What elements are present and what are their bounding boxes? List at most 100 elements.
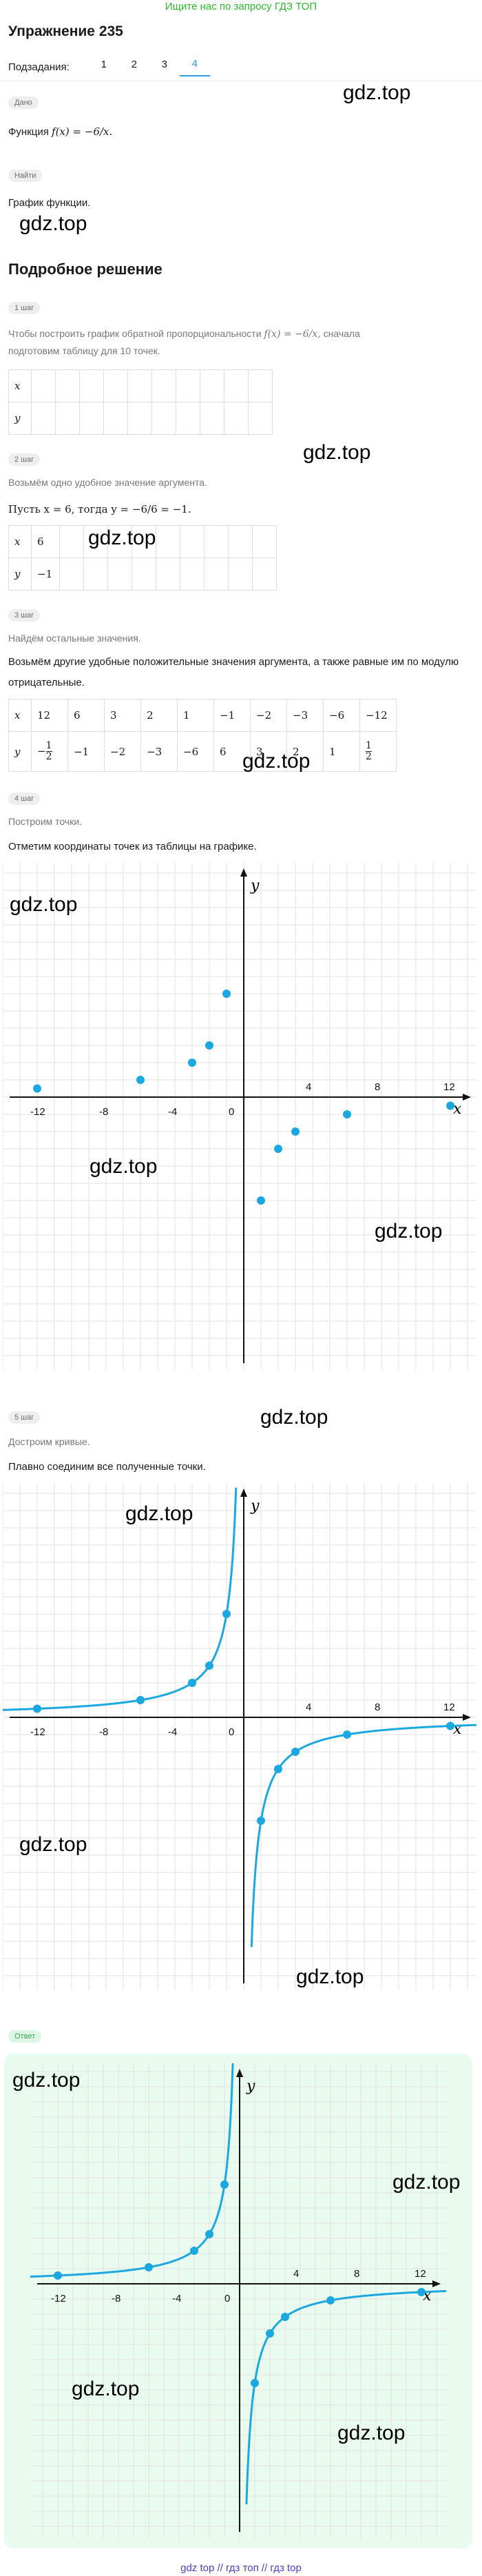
step3-x-cell: −3 <box>286 699 324 732</box>
plot-points-svg: x y -12 -8 -4 0 4 8 12 <box>2 863 476 1370</box>
data-point <box>136 1076 145 1084</box>
data-point <box>446 1721 454 1730</box>
step5-text: Плавно соединим все полученные точки. <box>8 1461 206 1473</box>
step3-x-cell: −1 <box>213 699 251 732</box>
data-point <box>274 1145 282 1153</box>
step1-desc-formula: f(x) = −6/x, <box>264 329 321 340</box>
data-point <box>417 2288 426 2296</box>
data-point <box>188 1679 196 1687</box>
watermark: gdz.top <box>72 2378 140 2400</box>
tick-label: 0 <box>224 2293 230 2304</box>
y-axis-arrow <box>240 1489 247 1497</box>
tick-label: 12 <box>443 1701 455 1713</box>
data-point <box>291 1748 300 1756</box>
find-badge: Найти <box>8 170 43 182</box>
table-header-x: x <box>8 369 32 402</box>
data-point <box>291 1127 300 1136</box>
data-point <box>205 1662 213 1670</box>
watermark: gdz.top <box>12 2069 81 2092</box>
step3-y-cell: −3 <box>140 731 178 772</box>
step3-x-cell: 3 <box>104 699 141 732</box>
data-point <box>145 2263 153 2271</box>
plot-points: x y -12 -8 -4 0 4 8 12 <box>2 863 476 1373</box>
step3-x-cell: −2 <box>250 699 287 732</box>
step1-desc-c: подготовим таблицу для 10 точек. <box>8 345 160 356</box>
subtask-tab-3[interactable]: 3 <box>161 59 167 70</box>
watermark: gdz.top <box>337 2422 406 2444</box>
watermark: gdz.top <box>296 1965 364 1988</box>
data-point <box>222 990 231 998</box>
plot-answer-svg: xy-12 -8 -4 04 8 12 <box>28 2063 452 2539</box>
step3-y-cell: −2 <box>104 731 141 772</box>
y-axis-label: y <box>246 2078 255 2095</box>
step3-y-cell: 6 <box>213 731 251 772</box>
subtasks-label: Подзадания: <box>8 61 70 73</box>
data-point <box>274 1765 282 1773</box>
data-point <box>205 1041 213 1050</box>
step3-x-cell: −6 <box>323 699 360 732</box>
tick-label: 8 <box>354 2268 359 2280</box>
data-point <box>446 1101 454 1110</box>
data-point <box>343 1110 351 1118</box>
step4-badge: 4 шаг <box>8 793 41 805</box>
watermark: gdz.top <box>303 441 371 464</box>
step3-y-cell: 3 <box>250 731 287 772</box>
step3-y-cell: −1 <box>67 731 105 772</box>
data-point <box>281 2313 289 2321</box>
step3-text: Возьмём другие удобные положительные зна… <box>8 656 459 688</box>
tick-label: -8 <box>99 1106 108 1118</box>
table-header-y: y <box>8 402 32 435</box>
step4-text: Отметим координаты точек из таблицы на г… <box>8 841 257 852</box>
watermark: gdz.top <box>125 1502 193 1525</box>
watermark: gdz.top <box>10 893 78 916</box>
watermark: gdz.top <box>392 2171 461 2194</box>
step3-x-cell: 2 <box>140 699 178 732</box>
tick-label: 0 <box>229 1726 234 1738</box>
step5-badge: 5 шаг <box>8 1411 41 1424</box>
tick-label: -4 <box>168 1106 177 1118</box>
step3-x-cell: 1 <box>177 699 214 732</box>
tick-label: 12 <box>443 1081 455 1093</box>
given-text: Функция f(x) = −6/x. <box>8 124 112 140</box>
given-prefix: Функция <box>8 126 49 138</box>
watermark: gdz.top <box>19 212 87 235</box>
step4-desc: Построим точки. <box>8 816 83 827</box>
step2-badge: 2 шаг <box>8 453 41 466</box>
subtasks-bar: Подзадания: 1 2 3 4 <box>8 58 210 76</box>
tick-label: 4 <box>293 2268 299 2280</box>
data-point <box>136 1696 145 1704</box>
x-axis-label: x <box>453 1101 462 1118</box>
data-point <box>251 2379 259 2387</box>
find-text: График функции. <box>8 197 91 209</box>
footer-links[interactable]: gdz top // гдз топ // гдз top <box>180 2562 302 2574</box>
data-point <box>266 2329 274 2338</box>
table-header-x: x <box>8 525 32 558</box>
tick-label: -4 <box>172 2293 181 2304</box>
watermark: gdz.top <box>19 1833 87 1856</box>
tick-label: 4 <box>306 1701 311 1713</box>
step3-x-cell: −12 <box>359 699 397 732</box>
step1-desc-a: Чтобы построить график обратной пропорци… <box>8 328 262 339</box>
data-point <box>343 1730 351 1739</box>
tick-label: -12 <box>30 1726 45 1738</box>
curve-branch-right <box>245 2289 452 2505</box>
x-axis-arrow <box>463 1714 471 1721</box>
subtask-tab-4[interactable]: 4 <box>179 58 210 76</box>
tick-label: -8 <box>112 2293 120 2304</box>
top-search-link[interactable]: Ищите нас по запросу ГДЗ ТОП <box>165 1 317 12</box>
subtask-tab-2[interactable]: 2 <box>131 59 137 70</box>
step3-x-cell: 12 <box>31 699 68 732</box>
subtask-tab-1[interactable]: 1 <box>101 59 107 70</box>
tick-label: 8 <box>375 1701 380 1713</box>
y-axis-label: y <box>250 877 260 895</box>
watermark: gdz.top <box>90 1155 158 1178</box>
answer-badge: Ответ <box>8 2030 42 2043</box>
data-point <box>326 2296 335 2304</box>
watermark: gdz.top <box>242 750 311 773</box>
table-header-y: y <box>8 558 32 591</box>
data-point <box>190 2247 198 2255</box>
step3-badge: 3 шаг <box>8 609 41 622</box>
step1-table: x y <box>8 369 273 435</box>
tick-label: -12 <box>30 1106 45 1118</box>
data-point <box>33 1084 41 1093</box>
